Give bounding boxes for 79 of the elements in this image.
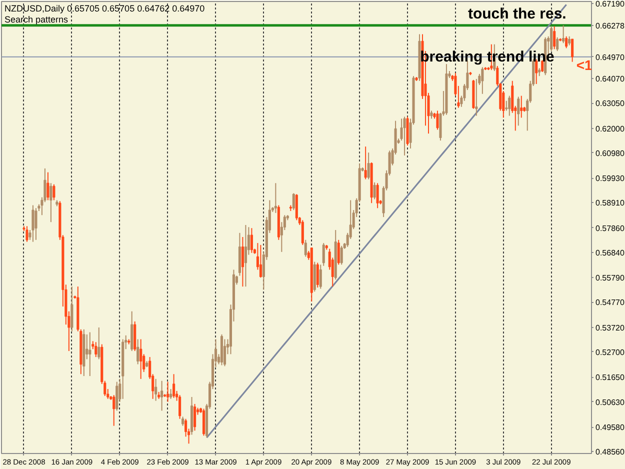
y-tick-label: 0.59930 [596, 174, 625, 184]
y-tick-label: 0.56840 [596, 248, 625, 258]
candlestick [259, 244, 262, 278]
candlestick [322, 242, 325, 266]
candlestick [223, 338, 226, 367]
candlestick [170, 388, 172, 400]
candlestick [32, 204, 34, 242]
candlestick [202, 408, 206, 436]
candlestick [373, 182, 376, 200]
text: Search patterns [4, 14, 69, 24]
candlestick [34, 208, 38, 240]
candlestick [304, 239, 307, 258]
candlestick [241, 236, 244, 288]
y-tick-label: 0.52700 [596, 348, 625, 357]
candlestick [172, 374, 176, 398]
annotation: touch the res. [468, 5, 566, 22]
candlestick [112, 394, 116, 426]
candlestick [160, 380, 164, 412]
y-tick-label: 0.57860 [596, 224, 625, 233]
candlestick [244, 224, 247, 288]
y-tick-label: 0.64070 [596, 74, 625, 84]
line-series [206, 4, 568, 438]
candlestick [136, 338, 140, 365]
candlestick [182, 416, 184, 426]
candlestick [556, 36, 559, 52]
candlestick [292, 192, 295, 211]
candlestick [436, 110, 439, 130]
y-tick-label: 0.60980 [596, 148, 625, 158]
candlestick [508, 95, 511, 116]
candlestick [295, 194, 298, 221]
ref-line-label: 0.66278 [596, 21, 625, 30]
candlestick [376, 182, 379, 209]
candlestick [50, 182, 52, 223]
y-tick-label: 0.53720 [596, 323, 625, 332]
candlestick [26, 226, 28, 242]
candlestick [193, 403, 196, 432]
candlestick [319, 264, 322, 290]
candlestick [337, 239, 340, 266]
candlestick [517, 96, 520, 126]
candlestick [70, 286, 74, 332]
candlestick [250, 228, 253, 254]
candlestick [475, 78, 478, 116]
candlestick [166, 381, 170, 402]
y-tick-label: 0.50630 [596, 398, 625, 407]
candlestick [553, 26, 556, 50]
candlestick [88, 332, 92, 377]
candlestick [94, 342, 98, 358]
candlestick [154, 378, 158, 402]
y-tick-label: 0.55790 [596, 274, 625, 283]
candlestick [481, 66, 484, 94]
y-tick-label: 0.58910 [596, 198, 625, 208]
candlestick [178, 394, 182, 420]
candlestick [98, 326, 100, 360]
y-tick-label: 0.63050 [596, 99, 625, 108]
chart-title: NZDUSD,Daily 0.65705 0.65705 0.64762 0.64970 [4, 4, 205, 14]
y-tick-label: 0.54770 [596, 298, 625, 308]
y-tick-label: 0.51650 [596, 373, 625, 382]
candlestick [52, 184, 56, 201]
candlestick [340, 245, 343, 266]
y-tick-label: 0.48560 [596, 448, 625, 457]
candlestick [505, 100, 508, 112]
candlestick [367, 152, 370, 180]
candlestick [565, 36, 568, 49]
y-tick-label: 0.67190 [596, 0, 625, 8]
y-tick-label: 0.62000 [596, 124, 625, 134]
y-tick-label: 0.49580 [596, 423, 625, 432]
candlestick [301, 220, 304, 246]
candlestick [364, 146, 367, 180]
candlestick [571, 38, 574, 62]
candlestick [316, 262, 319, 288]
candlestick [116, 381, 118, 412]
candlestick [46, 172, 50, 201]
candlestick [562, 24, 565, 44]
ref-line-label: 0.64970 [596, 52, 625, 62]
candlestick [140, 338, 142, 380]
candlestick [403, 116, 406, 156]
candlestick [520, 95, 523, 118]
candlestick [274, 182, 277, 214]
candlestick [550, 26, 553, 52]
